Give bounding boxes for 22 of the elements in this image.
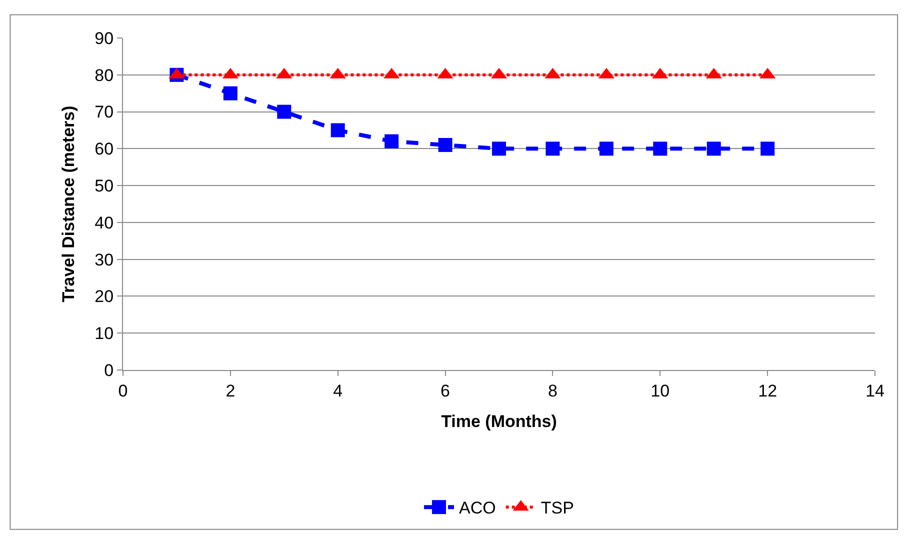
x-tick-label: 14	[866, 381, 884, 400]
x-tick-label: 10	[650, 381, 670, 400]
x-tick-label: 4	[333, 381, 343, 400]
y-tick-label: 30	[94, 250, 114, 270]
y-tick-label: 70	[94, 102, 114, 122]
y-tick-label: 0	[104, 360, 114, 380]
x-axis-title: Time (Months)	[441, 412, 557, 431]
legend-label: ACO	[459, 498, 496, 518]
y-axis-title: Travel Distance (meters)	[59, 106, 78, 302]
legend-label: TSP	[540, 498, 574, 518]
y-tick-label: 20	[94, 287, 114, 306]
y-tick-label: 60	[94, 140, 114, 159]
y-tick-label: 40	[94, 213, 114, 232]
y-tick-label: 90	[94, 28, 114, 48]
x-tick-label: 12	[758, 381, 778, 400]
x-tick-label: 0	[118, 381, 128, 400]
x-tick-label: 6	[440, 381, 450, 400]
y-tick-label: 80	[94, 66, 114, 85]
y-tick-label: 50	[94, 176, 114, 196]
x-tick-label: 2	[226, 381, 236, 400]
y-tick-label: 10	[94, 324, 114, 344]
x-tick-label: 8	[548, 381, 558, 400]
